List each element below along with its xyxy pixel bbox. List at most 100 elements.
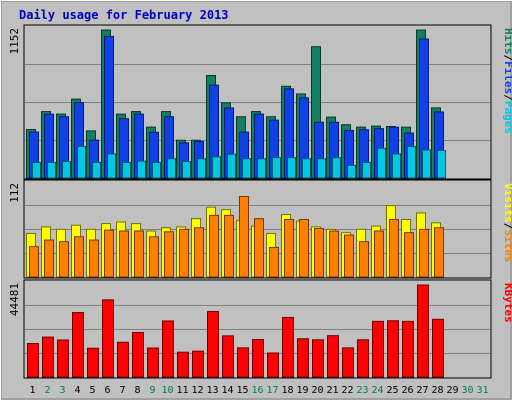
- bar-kbytes-14: [222, 335, 234, 378]
- bar-kbytes-27: [417, 284, 429, 378]
- bar-sites-19: [299, 219, 309, 278]
- bar-pages-27: [422, 149, 431, 179]
- chart-panels: 1152 Hits/Files/Pages 112 Visits/Sites 44481…: [8, 24, 512, 379]
- x-tick-label-18: 18: [281, 385, 293, 396]
- bar-sites-17: [269, 246, 279, 278]
- x-tick-label-17: 17: [266, 385, 278, 396]
- x-tick-label-22: 22: [341, 385, 353, 396]
- x-tick-label-15: 15: [236, 385, 248, 396]
- legend-text: Visits/Sites: [502, 183, 512, 263]
- x-tick-label-5: 5: [89, 385, 95, 396]
- bar-sites-6: [104, 229, 114, 278]
- bar-pages-1: [32, 161, 41, 179]
- bar-kbytes-12: [192, 350, 204, 378]
- bar-pages-9: [152, 161, 161, 179]
- bar-pages-2: [47, 161, 56, 179]
- x-tick-label-4: 4: [74, 385, 80, 396]
- bar-pages-4: [77, 146, 86, 179]
- panel-hits-files-pages: 1152 Hits/Files/Pages: [8, 24, 512, 180]
- bar-kbytes-20: [312, 339, 324, 378]
- bar-pages-18: [287, 157, 296, 179]
- bar-pages-14: [227, 153, 236, 179]
- bar-sites-8: [134, 230, 144, 278]
- bar-kbytes-25: [387, 320, 399, 378]
- x-tick-label-7: 7: [119, 385, 125, 396]
- bar-kbytes-28: [432, 318, 444, 378]
- legend-item-pages: Pages: [502, 101, 512, 134]
- x-tick-label-14: 14: [221, 385, 233, 396]
- bar-pages-10: [167, 158, 176, 179]
- bar-kbytes-4: [72, 311, 84, 378]
- x-tick-label-1: 1: [29, 385, 35, 396]
- bar-pages-28: [437, 150, 446, 179]
- bar-kbytes-21: [327, 335, 339, 378]
- bar-kbytes-6: [102, 299, 114, 378]
- x-tick-label-25: 25: [386, 385, 398, 396]
- bar-sites-9: [149, 236, 159, 278]
- x-tick-label-31: 31: [476, 385, 488, 396]
- bar-kbytes-13: [207, 310, 219, 378]
- bar-kbytes-1: [27, 342, 39, 378]
- x-tick-label-28: 28: [431, 385, 443, 396]
- legend-text: Hits/Files/Pages: [502, 28, 512, 134]
- bar-sites-2: [44, 239, 54, 278]
- series-sites: [29, 196, 444, 278]
- x-axis: 1 2 3 4 5 6 7 8 9 10 11 12 13 14 15 16 17 18 19 20 21 22 23 24 2…: [29, 385, 488, 396]
- legend-item-files: Files: [502, 61, 512, 94]
- x-tick-label-6: 6: [104, 385, 110, 396]
- x-tick-label-30: 30: [461, 385, 473, 396]
- x-tick-label-11: 11: [176, 385, 188, 396]
- series-pages: [32, 146, 446, 179]
- x-tick-label-8: 8: [134, 385, 140, 396]
- x-tick-label-27: 27: [416, 385, 428, 396]
- x-tick-label-16: 16: [251, 385, 263, 396]
- x-tick-label-9: 9: [149, 385, 155, 396]
- legend-kbytes: KBytes: [502, 283, 512, 323]
- bar-pages-17: [272, 157, 281, 179]
- bar-sites-28: [434, 227, 444, 278]
- x-tick-label-12: 12: [191, 385, 203, 396]
- bar-sites-10: [164, 231, 174, 278]
- x-tick-label-26: 26: [401, 385, 413, 396]
- panel-kbytes: 44481 KBytes: [8, 279, 512, 379]
- legend-separator: /: [502, 94, 512, 101]
- x-tick-label-10: 10: [161, 385, 173, 396]
- legend-visits-sites: Visits/Sites: [502, 183, 512, 263]
- bar-sites-22: [344, 234, 354, 278]
- x-tick-label-2: 2: [44, 385, 50, 396]
- bar-kbytes-23: [357, 339, 369, 378]
- y-max-label: 112: [8, 183, 21, 203]
- x-tick-label-19: 19: [296, 385, 308, 396]
- bar-kbytes-16: [252, 339, 264, 378]
- bar-pages-25: [392, 153, 401, 179]
- bar-pages-5: [92, 161, 101, 179]
- bar-pages-6: [107, 153, 116, 179]
- bar-sites-7: [119, 230, 129, 278]
- bar-sites-16: [254, 218, 264, 278]
- bar-sites-14: [224, 214, 234, 278]
- bar-pages-20: [317, 158, 326, 179]
- legend-item-kbytes: KBytes: [502, 283, 512, 323]
- bar-sites-13: [209, 214, 219, 278]
- bar-kbytes-18: [282, 316, 294, 378]
- bar-sites-21: [329, 230, 339, 278]
- x-tick-label-24: 24: [371, 385, 383, 396]
- bar-sites-4: [74, 236, 84, 278]
- bar-kbytes-8: [132, 332, 144, 378]
- bar-kbytes-5: [87, 347, 99, 378]
- x-tick-label-13: 13: [206, 385, 218, 396]
- bar-pages-16: [257, 158, 266, 179]
- bar-sites-3: [59, 241, 69, 278]
- bar-kbytes-22: [342, 347, 354, 378]
- bar-sites-26: [404, 232, 414, 278]
- y-max-label: 1152: [8, 28, 21, 55]
- legend-item-visits: Visits: [502, 183, 512, 223]
- bar-sites-20: [314, 228, 324, 278]
- series-files: [29, 35, 444, 179]
- bar-sites-12: [194, 227, 204, 278]
- bar-pages-23: [362, 161, 371, 179]
- bar-sites-25: [389, 219, 399, 278]
- bar-kbytes-26: [402, 320, 414, 378]
